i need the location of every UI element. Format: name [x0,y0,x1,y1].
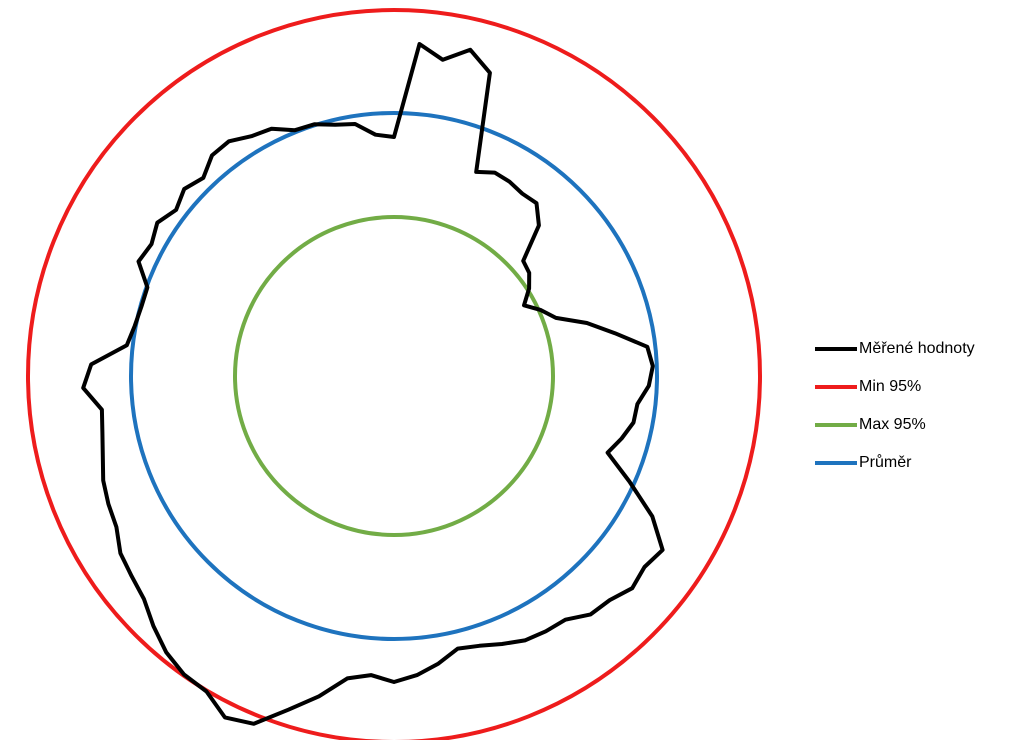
legend-item-measured: Měřené hodnoty [815,330,975,368]
legend-item-min95: Min 95% [815,368,975,406]
legend: Měřené hodnoty Min 95% Max 95% Průměr [815,330,975,482]
legend-item-prumer: Průměr [815,444,975,482]
ring-2 [233,215,555,537]
legend-swatch-min95 [815,385,857,389]
series-measured-line [81,42,665,726]
legend-label-max95: Max 95% [859,416,926,433]
ring-1 [26,8,762,740]
legend-swatch-prumer [815,461,857,465]
legend-label-prumer: Průměr [859,454,912,471]
legend-label-measured: Měřené hodnoty [859,340,975,357]
ring-3 [129,111,659,641]
legend-label-min95: Min 95% [859,378,922,395]
legend-swatch-max95 [815,423,857,427]
legend-swatch-measured [815,347,857,351]
legend-item-max95: Max 95% [815,406,975,444]
